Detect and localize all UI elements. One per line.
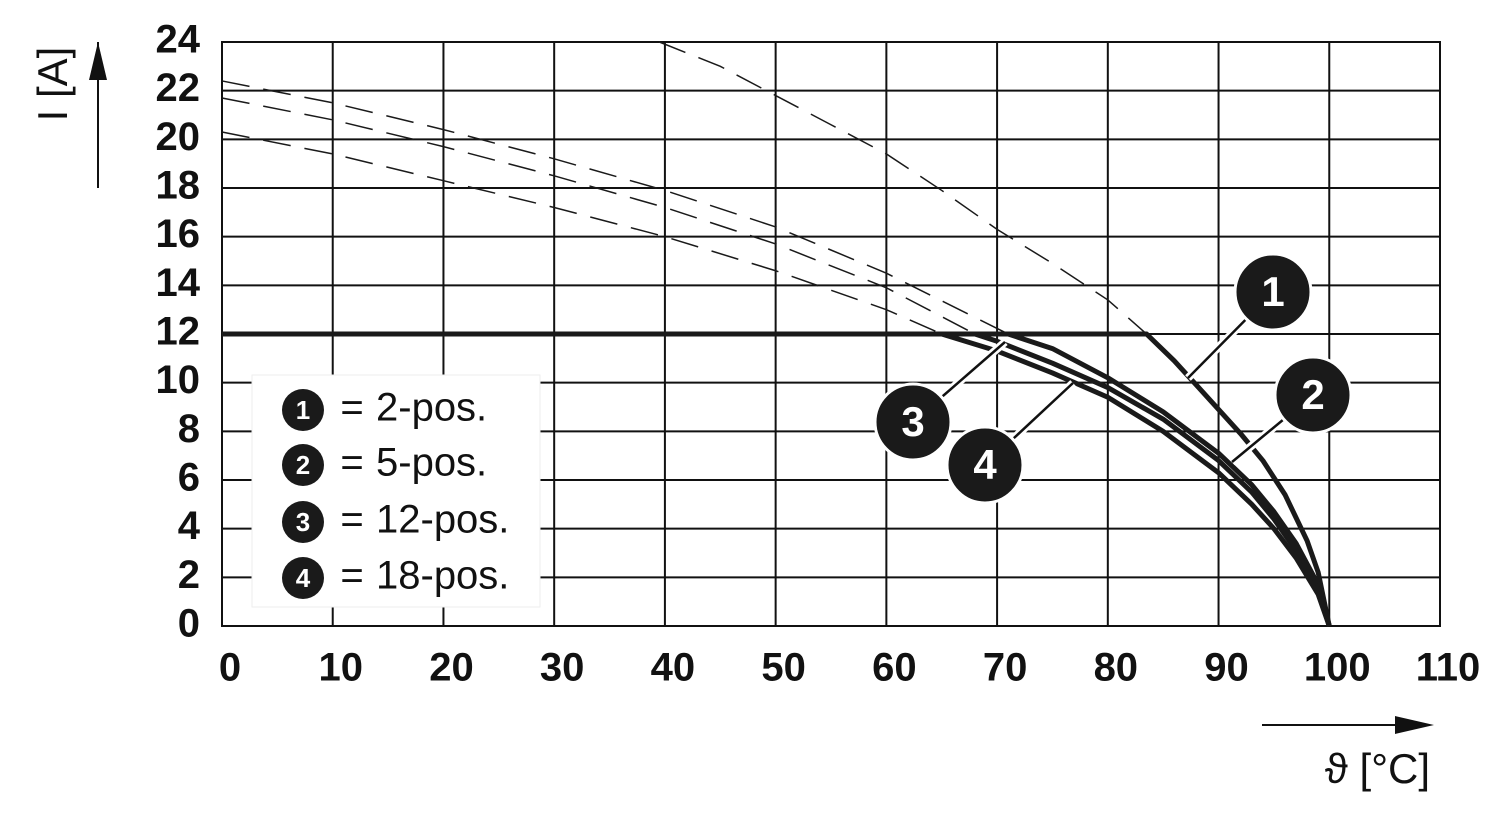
y-tick-label: 10	[156, 358, 201, 402]
legend-separator: =	[340, 498, 363, 542]
y-tick-label: 8	[178, 407, 200, 451]
x-tick-label: 70	[983, 646, 1028, 690]
y-tick-label: 18	[156, 164, 201, 208]
extrapolated-line	[659, 41, 1148, 335]
series-line	[222, 331, 1332, 627]
x-tick-label: 40	[651, 646, 696, 690]
callout-label: 4	[973, 441, 997, 488]
x-tick-label: 110	[1416, 646, 1481, 690]
legend-separator: =	[340, 554, 363, 598]
y-tick-label: 0	[178, 602, 200, 646]
callout-label: 1	[1261, 268, 1284, 315]
y-axis-label: I [A]	[29, 47, 76, 122]
legend-separator: =	[340, 441, 363, 485]
callouts: 1 2 3 4	[873, 252, 1353, 505]
legend-marker-label: 3	[296, 507, 310, 537]
x-tick-label: 100	[1304, 646, 1371, 690]
y-tick-label: 6	[178, 456, 200, 500]
series-line	[222, 331, 1332, 627]
legend-marker	[282, 389, 324, 431]
extrapolated-line	[221, 131, 943, 335]
x-tick-label: 50	[761, 646, 806, 690]
callout-circle	[1233, 252, 1313, 332]
extrapolated-line	[221, 80, 1009, 335]
y-tick-label: 22	[156, 66, 201, 110]
legend-label: 18-pos.	[376, 554, 509, 598]
x-tick-label: 30	[540, 646, 585, 690]
callout-label: 2	[1301, 371, 1324, 418]
series-line	[222, 331, 1332, 627]
legend-label: 5-pos.	[376, 441, 487, 485]
x-arrowhead	[1395, 716, 1434, 734]
legend-label: 12-pos.	[376, 498, 509, 542]
y-tick-label: 12	[156, 310, 201, 354]
y-arrowhead	[89, 42, 107, 80]
callout-circle	[945, 425, 1025, 505]
y-tick-label: 4	[178, 504, 201, 548]
x-axis-label: ϑ [°C]	[1325, 745, 1430, 792]
legend: 1 = 2-pos. 2 = 5-pos. 3 = 12-pos. 4 = 18-pos.	[251, 374, 541, 608]
x-tick-label: 10	[318, 646, 363, 690]
x-tick-label: 0	[219, 646, 241, 690]
legend-marker-label: 1	[296, 395, 310, 425]
extrapolated-line	[221, 97, 976, 335]
legend-marker	[282, 557, 324, 599]
y-tick-label: 20	[156, 115, 201, 159]
x-tick-label: 90	[1204, 646, 1249, 690]
legend-separator: =	[340, 386, 363, 430]
legend-marker	[282, 444, 324, 486]
y-tick-label: 16	[156, 212, 201, 256]
y-tick-label: 24	[156, 18, 201, 62]
y-tick-label: 2	[178, 553, 200, 597]
x-tick-label: 60	[872, 646, 917, 690]
x-tick-label: 20	[429, 646, 474, 690]
legend-marker-label: 4	[296, 563, 311, 593]
x-tick-label: 80	[1094, 646, 1139, 690]
callout-label: 3	[901, 398, 924, 445]
legend-label: 2-pos.	[376, 386, 487, 430]
legend-marker-label: 2	[296, 450, 310, 480]
legend-marker	[282, 501, 324, 543]
y-tick-label: 14	[156, 261, 201, 305]
lines	[221, 41, 1332, 627]
callout-circle	[1273, 355, 1353, 435]
series-line	[222, 331, 1332, 627]
callout-circle	[873, 382, 953, 462]
